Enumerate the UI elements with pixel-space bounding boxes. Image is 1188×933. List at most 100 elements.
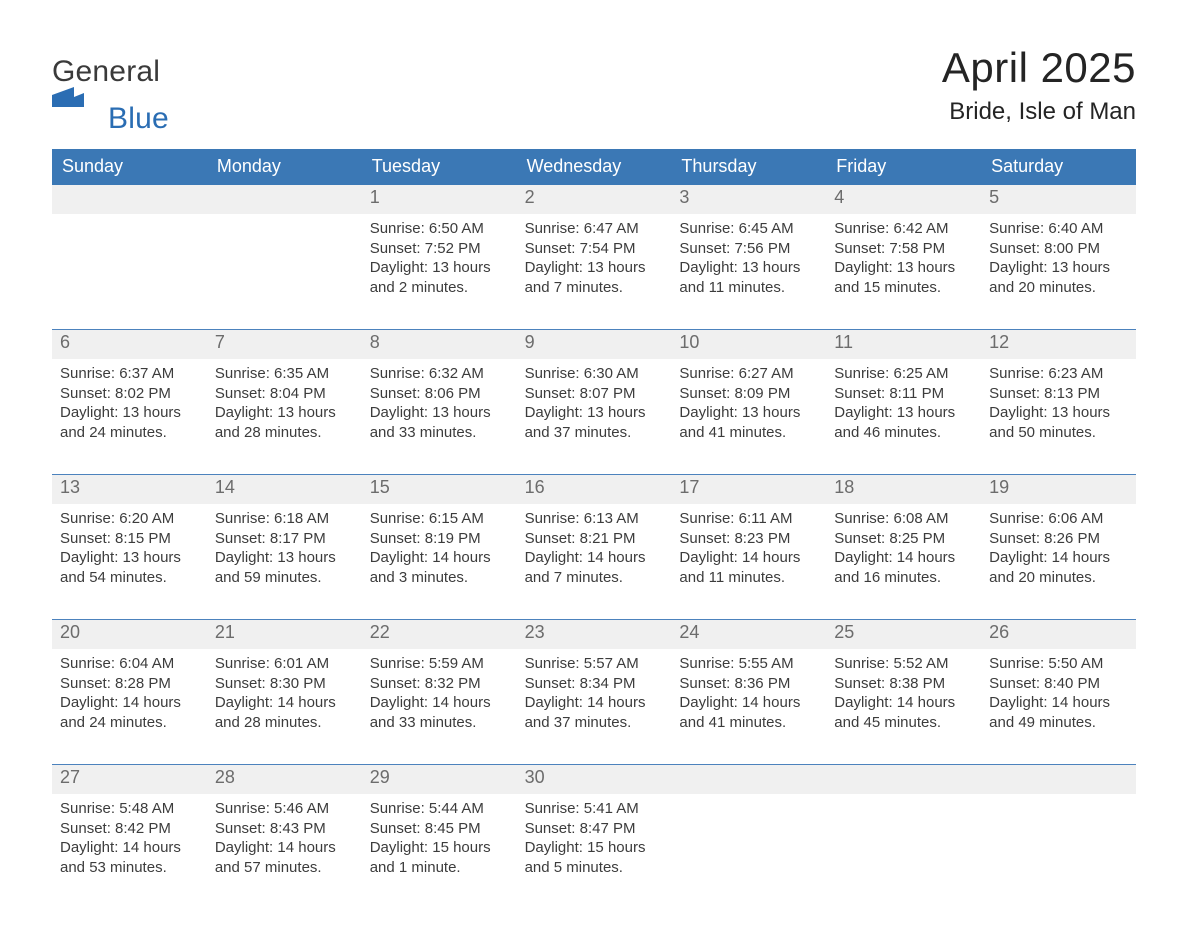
day-number: 30 xyxy=(517,765,672,794)
sunrise-text: Sunrise: 6:11 AM xyxy=(679,509,818,529)
sunrise-text: Sunrise: 6:27 AM xyxy=(679,364,818,384)
title-block: April 2025 Bride, Isle of Man xyxy=(942,44,1136,126)
day-body: Sunrise: 6:13 AMSunset: 8:21 PMDaylight:… xyxy=(517,504,672,587)
day-body: Sunrise: 6:32 AMSunset: 8:06 PMDaylight:… xyxy=(362,359,517,442)
day-body: Sunrise: 5:46 AMSunset: 8:43 PMDaylight:… xyxy=(207,794,362,877)
day-number: 28 xyxy=(207,765,362,794)
sunset-text: Sunset: 8:32 PM xyxy=(370,674,509,694)
week-row: 1Sunrise: 6:50 AMSunset: 7:52 PMDaylight… xyxy=(52,185,1136,305)
day-number xyxy=(826,765,981,794)
daylight-text: Daylight: 14 hours and 33 minutes. xyxy=(370,693,509,732)
sunrise-text: Sunrise: 5:41 AM xyxy=(525,799,664,819)
calendar-cell: 24Sunrise: 5:55 AMSunset: 8:36 PMDayligh… xyxy=(671,620,826,740)
day-number: 17 xyxy=(671,475,826,504)
sunset-text: Sunset: 8:06 PM xyxy=(370,384,509,404)
calendar-cell: 8Sunrise: 6:32 AMSunset: 8:06 PMDaylight… xyxy=(362,330,517,450)
day-of-week-header: Sunday Monday Tuesday Wednesday Thursday… xyxy=(52,149,1136,185)
sunset-text: Sunset: 8:36 PM xyxy=(679,674,818,694)
day-number: 20 xyxy=(52,620,207,649)
sunset-text: Sunset: 8:17 PM xyxy=(215,529,354,549)
dow-tuesday: Tuesday xyxy=(362,149,517,185)
sunrise-text: Sunrise: 5:46 AM xyxy=(215,799,354,819)
day-number: 13 xyxy=(52,475,207,504)
sunset-text: Sunset: 8:40 PM xyxy=(989,674,1128,694)
daylight-text: Daylight: 13 hours and 33 minutes. xyxy=(370,403,509,442)
dow-friday: Friday xyxy=(826,149,981,185)
daylight-text: Daylight: 13 hours and 7 minutes. xyxy=(525,258,664,297)
sunset-text: Sunset: 8:00 PM xyxy=(989,239,1128,259)
day-body xyxy=(52,214,207,219)
topbar: General Blue April 2025 Bride, Isle of M… xyxy=(52,44,1136,135)
daylight-text: Daylight: 14 hours and 24 minutes. xyxy=(60,693,199,732)
daylight-text: Daylight: 13 hours and 46 minutes. xyxy=(834,403,973,442)
day-body: Sunrise: 5:50 AMSunset: 8:40 PMDaylight:… xyxy=(981,649,1136,732)
sunrise-text: Sunrise: 6:25 AM xyxy=(834,364,973,384)
day-number: 18 xyxy=(826,475,981,504)
day-number: 14 xyxy=(207,475,362,504)
daylight-text: Daylight: 14 hours and 11 minutes. xyxy=(679,548,818,587)
calendar-cell xyxy=(981,765,1136,885)
calendar-cell: 10Sunrise: 6:27 AMSunset: 8:09 PMDayligh… xyxy=(671,330,826,450)
sunset-text: Sunset: 8:21 PM xyxy=(525,529,664,549)
calendar-cell: 17Sunrise: 6:11 AMSunset: 8:23 PMDayligh… xyxy=(671,475,826,595)
daylight-text: Daylight: 14 hours and 57 minutes. xyxy=(215,838,354,877)
day-number: 11 xyxy=(826,330,981,359)
calendar-cell: 27Sunrise: 5:48 AMSunset: 8:42 PMDayligh… xyxy=(52,765,207,885)
sunrise-text: Sunrise: 6:18 AM xyxy=(215,509,354,529)
sunrise-text: Sunrise: 6:15 AM xyxy=(370,509,509,529)
day-body: Sunrise: 5:59 AMSunset: 8:32 PMDaylight:… xyxy=(362,649,517,732)
sunrise-text: Sunrise: 6:23 AM xyxy=(989,364,1128,384)
day-body: Sunrise: 6:01 AMSunset: 8:30 PMDaylight:… xyxy=(207,649,362,732)
day-body xyxy=(207,214,362,219)
day-body: Sunrise: 6:37 AMSunset: 8:02 PMDaylight:… xyxy=(52,359,207,442)
sunrise-text: Sunrise: 5:44 AM xyxy=(370,799,509,819)
daylight-text: Daylight: 13 hours and 59 minutes. xyxy=(215,548,354,587)
day-number: 1 xyxy=(362,185,517,214)
day-body: Sunrise: 6:42 AMSunset: 7:58 PMDaylight:… xyxy=(826,214,981,297)
sunrise-text: Sunrise: 6:20 AM xyxy=(60,509,199,529)
day-number: 3 xyxy=(671,185,826,214)
sunset-text: Sunset: 8:13 PM xyxy=(989,384,1128,404)
day-number: 29 xyxy=(362,765,517,794)
sunrise-text: Sunrise: 6:40 AM xyxy=(989,219,1128,239)
daylight-text: Daylight: 13 hours and 28 minutes. xyxy=(215,403,354,442)
week-row: 27Sunrise: 5:48 AMSunset: 8:42 PMDayligh… xyxy=(52,764,1136,885)
calendar-cell: 23Sunrise: 5:57 AMSunset: 8:34 PMDayligh… xyxy=(517,620,672,740)
daylight-text: Daylight: 14 hours and 28 minutes. xyxy=(215,693,354,732)
calendar-cell: 21Sunrise: 6:01 AMSunset: 8:30 PMDayligh… xyxy=(207,620,362,740)
calendar-cell: 6Sunrise: 6:37 AMSunset: 8:02 PMDaylight… xyxy=(52,330,207,450)
daylight-text: Daylight: 14 hours and 41 minutes. xyxy=(679,693,818,732)
calendar-cell: 19Sunrise: 6:06 AMSunset: 8:26 PMDayligh… xyxy=(981,475,1136,595)
calendar-cell: 2Sunrise: 6:47 AMSunset: 7:54 PMDaylight… xyxy=(517,185,672,305)
day-body: Sunrise: 6:27 AMSunset: 8:09 PMDaylight:… xyxy=(671,359,826,442)
day-body: Sunrise: 6:11 AMSunset: 8:23 PMDaylight:… xyxy=(671,504,826,587)
daylight-text: Daylight: 14 hours and 3 minutes. xyxy=(370,548,509,587)
sunset-text: Sunset: 7:56 PM xyxy=(679,239,818,259)
calendar-cell: 13Sunrise: 6:20 AMSunset: 8:15 PMDayligh… xyxy=(52,475,207,595)
sunrise-text: Sunrise: 5:48 AM xyxy=(60,799,199,819)
sunrise-text: Sunrise: 5:50 AM xyxy=(989,654,1128,674)
calendar-cell: 1Sunrise: 6:50 AMSunset: 7:52 PMDaylight… xyxy=(362,185,517,305)
sunset-text: Sunset: 8:02 PM xyxy=(60,384,199,404)
sunset-text: Sunset: 8:38 PM xyxy=(834,674,973,694)
day-body: Sunrise: 5:57 AMSunset: 8:34 PMDaylight:… xyxy=(517,649,672,732)
day-body: Sunrise: 6:20 AMSunset: 8:15 PMDaylight:… xyxy=(52,504,207,587)
day-number xyxy=(671,765,826,794)
day-number: 7 xyxy=(207,330,362,359)
sunrise-text: Sunrise: 5:52 AM xyxy=(834,654,973,674)
calendar-cell: 26Sunrise: 5:50 AMSunset: 8:40 PMDayligh… xyxy=(981,620,1136,740)
daylight-text: Daylight: 14 hours and 7 minutes. xyxy=(525,548,664,587)
sunset-text: Sunset: 7:54 PM xyxy=(525,239,664,259)
sunset-text: Sunset: 8:26 PM xyxy=(989,529,1128,549)
sunset-text: Sunset: 8:19 PM xyxy=(370,529,509,549)
day-number: 6 xyxy=(52,330,207,359)
dow-monday: Monday xyxy=(207,149,362,185)
sunset-text: Sunset: 8:15 PM xyxy=(60,529,199,549)
day-number: 12 xyxy=(981,330,1136,359)
page-subtitle: Bride, Isle of Man xyxy=(942,98,1136,126)
sunrise-text: Sunrise: 6:13 AM xyxy=(525,509,664,529)
daylight-text: Daylight: 13 hours and 54 minutes. xyxy=(60,548,199,587)
dow-saturday: Saturday xyxy=(981,149,1136,185)
day-number: 9 xyxy=(517,330,672,359)
day-number: 4 xyxy=(826,185,981,214)
